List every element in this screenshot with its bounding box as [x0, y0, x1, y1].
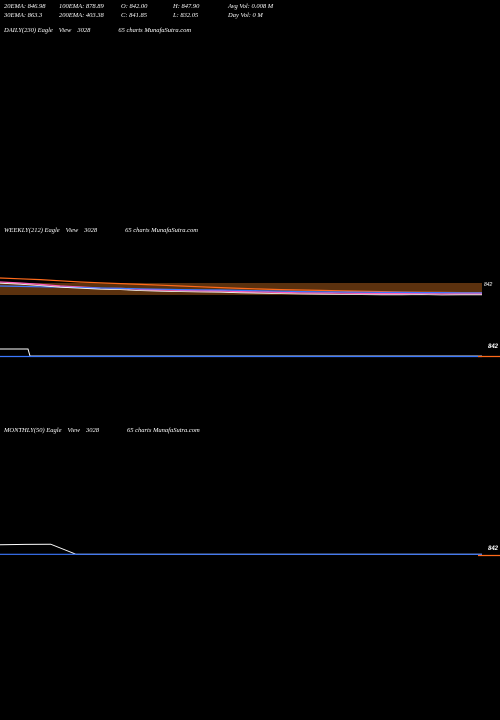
daily-view: View: [58, 27, 72, 34]
monthly-code: 3028: [85, 427, 99, 434]
weekly-view: View: [65, 227, 79, 234]
stat-avg-vol: Avg Vol: 0.008 M: [228, 3, 274, 10]
weekly-price-label: 842: [488, 344, 499, 350]
weekly-series-line-3: [0, 285, 482, 294]
stat-20ema: 20EMA: 846.98: [4, 3, 46, 10]
monthly-view: View: [67, 427, 80, 434]
daily-brand: 65 charts MunafaSutra.com: [118, 27, 192, 34]
monthly-panel-header: MONTHLY(50) Eagle View 3028 65 charts Munaf…: [4, 426, 206, 435]
stat-100ema: 100EMA: 878.89: [59, 3, 104, 10]
daily-label: DAILY(230) Eagle: [4, 27, 53, 34]
monthly-price-line: [0, 543, 482, 555]
stat-high: H: 847.90: [173, 3, 200, 10]
stats-row-1: 20EMA: 846.98 100EMA: 878.89 O: 842.00 H…: [4, 2, 464, 11]
daily-panel-header: DAILY(230) Eagle View 3028 65 charts Munafa…: [4, 26, 197, 35]
monthly-price-label: 842: [488, 546, 499, 552]
stats-grid: 20EMA: 846.98 100EMA: 878.89 O: 842.00 H…: [4, 2, 464, 20]
stat-low: L: 832.05: [173, 12, 199, 19]
stat-close: C: 841.85: [121, 12, 147, 19]
weekly-brand: 65 charts MunafaSutra.com: [125, 227, 198, 234]
stat-200ema: 200EMA: 403.38: [59, 12, 104, 19]
monthly-label: MONTHLY(50) Eagle: [4, 427, 62, 434]
weekly-price-line: [0, 282, 482, 296]
daily-code: 3028: [77, 27, 91, 34]
weekly-right-tick-label: 842: [484, 282, 493, 288]
weekly-indicator-price-line: [0, 348, 482, 357]
monthly-brand: 65 charts MunafaSutra.com: [126, 427, 200, 434]
stat-open: O: 842.00: [121, 3, 148, 10]
stat-day-vol: Day Vol: 0 M: [228, 12, 263, 19]
weekly-panel-header: WEEKLY(212) Eagle View 3028 65 charts Munaf…: [4, 226, 204, 235]
stat-30ema: 30EMA: 863.3: [4, 12, 43, 19]
weekly-label: WEEKLY(212) Eagle: [4, 227, 60, 234]
weekly-code: 3028: [84, 227, 98, 234]
stats-row-2: 30EMA: 863.3 200EMA: 403.38 C: 841.85 L:…: [4, 11, 464, 20]
